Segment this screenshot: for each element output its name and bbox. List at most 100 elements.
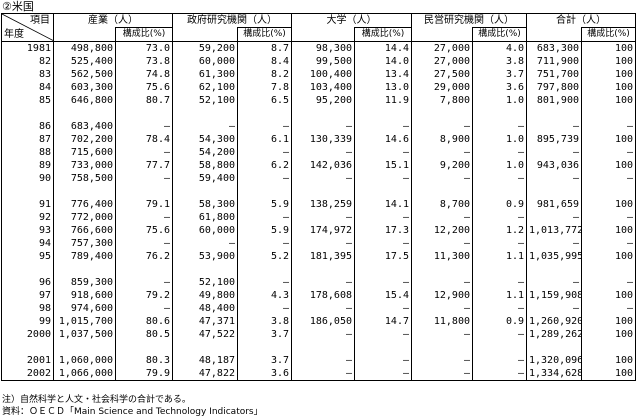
industry-ratio-cell: 79.2 xyxy=(115,289,173,302)
university-ratio-cell: – xyxy=(354,146,412,159)
government-ratio-cell: 3.8 xyxy=(237,315,292,328)
university-ratio-cell: – xyxy=(354,354,412,367)
private-ratio-cell: 1.1 xyxy=(472,289,527,302)
industry-count-cell: 789,400 xyxy=(70,251,113,262)
government-count-cell: 54,200 xyxy=(198,147,235,158)
total-count-head xyxy=(526,27,582,42)
university-ratio-cell: 14.7 xyxy=(354,315,412,328)
total-count-cell: 943,036 xyxy=(536,160,579,171)
industry-ratio-cell: – xyxy=(115,146,173,159)
university-ratio-cell: 17.5 xyxy=(354,250,412,263)
government-count-cell: 58,800 xyxy=(198,160,235,171)
total-count-cell: – xyxy=(572,147,579,158)
table-row: 87 702,200 78.4 54,300 6.1 130,339 14.6 8,900 1.… xyxy=(1,133,636,146)
university-count-cell: 95,200 xyxy=(315,95,352,106)
spacer-cell xyxy=(237,263,292,276)
government-count-cell: 48,400 xyxy=(198,303,235,314)
table-row: 96 859,300–52,100– – – – – – – xyxy=(1,276,636,289)
total-count-cell: 1,334,628 xyxy=(526,367,582,381)
government-count-cell: 47,371 xyxy=(198,316,235,327)
university-count-cell: 142,036 xyxy=(309,160,352,171)
spacer-row xyxy=(1,107,636,120)
total-count-cell: – xyxy=(572,303,579,314)
table-caption: ②米国 xyxy=(2,0,34,13)
government-count-cell: 60,000 xyxy=(198,56,235,67)
private-count-cell: – xyxy=(463,329,470,340)
university-ratio-head: 構成比(%) xyxy=(354,27,412,42)
table-row: 92 772,000–61,800– – – – – – – xyxy=(1,211,636,224)
government-ratio-cell: 6.1 xyxy=(237,133,292,146)
total-ratio-cell: 100 xyxy=(581,133,636,146)
government-ratio-cell: 5.9 xyxy=(237,224,292,237)
spacer-cell xyxy=(115,185,173,198)
year-cell: 92 xyxy=(1,211,54,224)
table-row: 89 733,000 77.7 58,800 6.2 142,036 15.1 9,200 1.… xyxy=(1,159,636,172)
private-count-cell: – xyxy=(463,238,470,249)
total-ratio-cell: 100 xyxy=(581,198,636,211)
year-cell: 89 xyxy=(1,159,54,172)
industry-ratio-cell: – xyxy=(115,211,173,224)
government-count-head xyxy=(172,27,238,42)
year-cell: 84 xyxy=(1,81,54,94)
government-ratio-cell: 7.8 xyxy=(237,81,292,94)
university-count-cell: – xyxy=(345,277,352,288)
spacer-cell xyxy=(237,341,292,354)
private-count-cell: 12,200 xyxy=(433,225,470,236)
university-ratio-cell: – xyxy=(354,120,412,133)
spacer-cell xyxy=(1,263,54,276)
year-cell: 1981 xyxy=(1,41,54,55)
government-count-cell: 49,800 xyxy=(198,290,235,301)
total-count-cell: 711,900 xyxy=(536,56,579,67)
industry-count-cell: 562,500 xyxy=(70,69,113,80)
total-count-cell: – xyxy=(572,277,579,288)
private-ratio-cell: – xyxy=(472,328,527,341)
government-ratio-cell: 8.4 xyxy=(237,55,292,68)
industry-ratio-cell: 73.8 xyxy=(115,55,173,68)
private-count-cell: 11,800 xyxy=(433,316,470,327)
spacer-cell xyxy=(527,263,582,276)
year-cell: 2000 xyxy=(1,328,54,341)
industry-count-cell: 757,300 xyxy=(70,238,113,249)
university-count-cell: – xyxy=(345,355,352,366)
year-cell: 2002 xyxy=(1,367,54,381)
spacer-cell xyxy=(292,263,355,276)
spacer-cell xyxy=(412,185,473,198)
university-count-cell: – xyxy=(345,147,352,158)
private-ratio-cell: – xyxy=(472,146,527,159)
total-count-cell: 1,159,908 xyxy=(529,290,582,301)
year-cell: 83 xyxy=(1,68,54,81)
industry-ratio-cell: 75.6 xyxy=(115,81,173,94)
total-count-cell: 1,320,096 xyxy=(529,355,582,366)
table-row: 90 758,500–59,400– – – – – – – xyxy=(1,172,636,185)
industry-count-cell: 974,600 xyxy=(70,303,113,314)
industry-count-cell: 683,400 xyxy=(70,121,113,132)
table-row: 84 603,300 75.6 62,100 7.8 103,400 13.0 29,000 3… xyxy=(1,81,636,94)
private-ratio-cell: – xyxy=(472,211,527,224)
university-count-cell: 138,259 xyxy=(309,199,352,210)
university-ratio-cell: – xyxy=(354,237,412,250)
spacer-cell xyxy=(115,263,173,276)
university-ratio-cell: 14.4 xyxy=(354,41,412,55)
table-row: 88 715,600–54,200– – – – – – – xyxy=(1,146,636,159)
industry-ratio-head: 構成比(%) xyxy=(115,27,173,42)
total-count-cell: – xyxy=(572,173,579,184)
spacer-row xyxy=(1,341,636,354)
university-count-cell: 99,500 xyxy=(315,56,352,67)
industry-ratio-cell: – xyxy=(115,172,173,185)
government-count-cell: 61,300 xyxy=(198,69,235,80)
spacer-cell xyxy=(237,107,292,120)
note-line: 注）自然科学と人文・社会科学の合計である。 xyxy=(2,395,191,405)
private-ratio-cell: – xyxy=(472,367,527,381)
industry-count-cell: 772,000 xyxy=(70,212,113,223)
industry-ratio-cell: – xyxy=(115,120,173,133)
total-ratio-cell: – xyxy=(581,237,636,250)
industry-count-cell: 766,600 xyxy=(70,225,113,236)
total-ratio-cell: 100 xyxy=(581,250,636,263)
private-ratio-cell: – xyxy=(472,172,527,185)
private-count-cell: – xyxy=(463,121,470,132)
group-private: 民営研究機関（人） xyxy=(411,13,527,28)
year-cell: 82 xyxy=(1,55,54,68)
spacer-cell xyxy=(581,341,636,354)
government-ratio-head: 構成比(%) xyxy=(237,27,292,42)
spacer-cell xyxy=(472,185,527,198)
